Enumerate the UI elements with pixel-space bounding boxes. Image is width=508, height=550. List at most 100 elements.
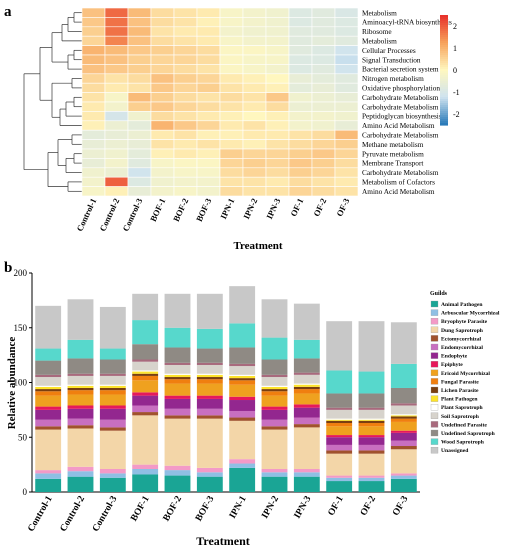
heatmap-cell bbox=[334, 54, 359, 65]
bar-segment bbox=[390, 432, 417, 441]
bar-segment bbox=[358, 426, 385, 436]
heatmap-cell bbox=[150, 148, 175, 159]
heatmap-cell bbox=[288, 167, 313, 178]
heatmap-cell bbox=[288, 101, 313, 112]
bar-segment bbox=[293, 303, 320, 340]
bar-segment bbox=[390, 387, 417, 404]
heatmap-cell bbox=[127, 176, 152, 187]
colorbar-segment bbox=[440, 105, 448, 108]
colorbar-segment bbox=[440, 79, 448, 82]
heatmap-row-label: Carbohydrate Metabolism bbox=[362, 131, 439, 140]
heatmap-cell bbox=[150, 82, 175, 93]
heatmap-cell bbox=[242, 73, 267, 84]
bar-segment bbox=[390, 449, 417, 474]
colorbar-segment bbox=[440, 61, 448, 64]
bar-segment bbox=[326, 393, 353, 408]
heatmap-cell bbox=[265, 7, 290, 18]
heatmap-cell bbox=[334, 167, 359, 178]
legend-item-label: Plant Saprotroph bbox=[441, 405, 483, 411]
y-tick-label: 150 bbox=[14, 323, 28, 333]
heatmap-cell bbox=[81, 101, 106, 112]
bar-segment bbox=[358, 477, 385, 482]
heatmap-row-label: Aminoacyl-tRNA biosynthesis bbox=[362, 18, 452, 27]
bar-segment bbox=[132, 344, 159, 360]
heatmap-cell bbox=[242, 92, 267, 103]
heatmap-cell bbox=[150, 186, 175, 197]
bar-segment bbox=[229, 323, 256, 348]
heatmap-cell bbox=[311, 148, 336, 159]
colorbar-tick-label: 0 bbox=[453, 66, 457, 75]
heatmap-row-label: Amino Acid Metabolism bbox=[362, 121, 435, 130]
bar-segment bbox=[35, 374, 62, 378]
heatmap-cell bbox=[196, 101, 221, 112]
heatmap-cell bbox=[150, 120, 175, 131]
heatmap-cell bbox=[104, 64, 129, 75]
bar-segment bbox=[261, 469, 288, 473]
bar-segment bbox=[229, 420, 256, 460]
bar-segment bbox=[35, 470, 62, 474]
legend-item-label: Animal Pathogen bbox=[441, 302, 483, 308]
heatmap-cell bbox=[196, 45, 221, 56]
bar-x-tick-label: IPN-3 bbox=[293, 494, 314, 520]
legend-swatch bbox=[430, 438, 439, 445]
bar-segment bbox=[326, 477, 353, 482]
bar-segment bbox=[67, 476, 94, 492]
bar-segment bbox=[99, 373, 126, 376]
legend-swatch bbox=[430, 378, 439, 385]
legend-swatch bbox=[430, 318, 439, 325]
heatmap-cell bbox=[242, 64, 267, 75]
heatmap-cell bbox=[311, 167, 336, 178]
heatmap-cell bbox=[219, 17, 244, 28]
bar-segment bbox=[196, 418, 223, 468]
bar-segment bbox=[99, 359, 126, 374]
heatmap-cell bbox=[334, 7, 359, 18]
bar-segment bbox=[293, 393, 320, 405]
bar-segment bbox=[164, 395, 191, 399]
legend-swatch bbox=[430, 421, 439, 428]
legend-swatch bbox=[430, 361, 439, 368]
heatmap-cell bbox=[219, 167, 244, 178]
colorbar-tick-label: 1 bbox=[453, 44, 457, 53]
bar-segment bbox=[261, 409, 288, 420]
heatmap-cell bbox=[311, 120, 336, 131]
bar-segment bbox=[99, 385, 126, 388]
heatmap-cell bbox=[265, 101, 290, 112]
colorbar-segment bbox=[440, 45, 448, 48]
bar-segment bbox=[164, 398, 191, 409]
legend-swatch bbox=[430, 395, 439, 402]
heatmap-cell bbox=[288, 158, 313, 169]
bar-segment bbox=[261, 395, 288, 407]
bar-segment bbox=[293, 424, 320, 428]
bar-segment bbox=[229, 374, 256, 376]
bar-segment bbox=[132, 359, 159, 362]
colorbar-segment bbox=[440, 31, 448, 34]
heatmap-cell bbox=[150, 64, 175, 75]
heatmap-cell bbox=[173, 158, 198, 169]
heatmap-cell bbox=[81, 111, 106, 122]
heatmap-cell bbox=[265, 186, 290, 197]
colorbar-segment bbox=[440, 91, 448, 94]
heatmap-cell bbox=[242, 17, 267, 28]
colorbar-segment bbox=[440, 99, 448, 102]
heatmap-cell bbox=[311, 45, 336, 56]
heatmap-cell bbox=[196, 92, 221, 103]
bar-segment bbox=[326, 453, 353, 476]
bar-segment bbox=[261, 359, 288, 375]
heatmap-cell bbox=[127, 26, 152, 37]
heatmap-cell bbox=[242, 139, 267, 150]
colorbar-segment bbox=[440, 59, 448, 62]
bar-segment bbox=[390, 430, 417, 433]
heatmap-cell bbox=[219, 92, 244, 103]
bar-segment bbox=[67, 390, 94, 395]
colorbar-segment bbox=[440, 21, 448, 24]
bar-segment bbox=[99, 306, 126, 349]
bar-segment bbox=[67, 418, 94, 426]
legend: Guilds Animal Pathogen Arbuscular Mycorrh… bbox=[430, 291, 500, 454]
heatmap-cell bbox=[81, 64, 106, 75]
colorbar-segment bbox=[440, 121, 448, 124]
heatmap-cell bbox=[265, 167, 290, 178]
heatmap-cell bbox=[288, 92, 313, 103]
heatmap-cell bbox=[334, 139, 359, 150]
heatmap-cell bbox=[311, 17, 336, 28]
bar-segment bbox=[229, 410, 256, 418]
